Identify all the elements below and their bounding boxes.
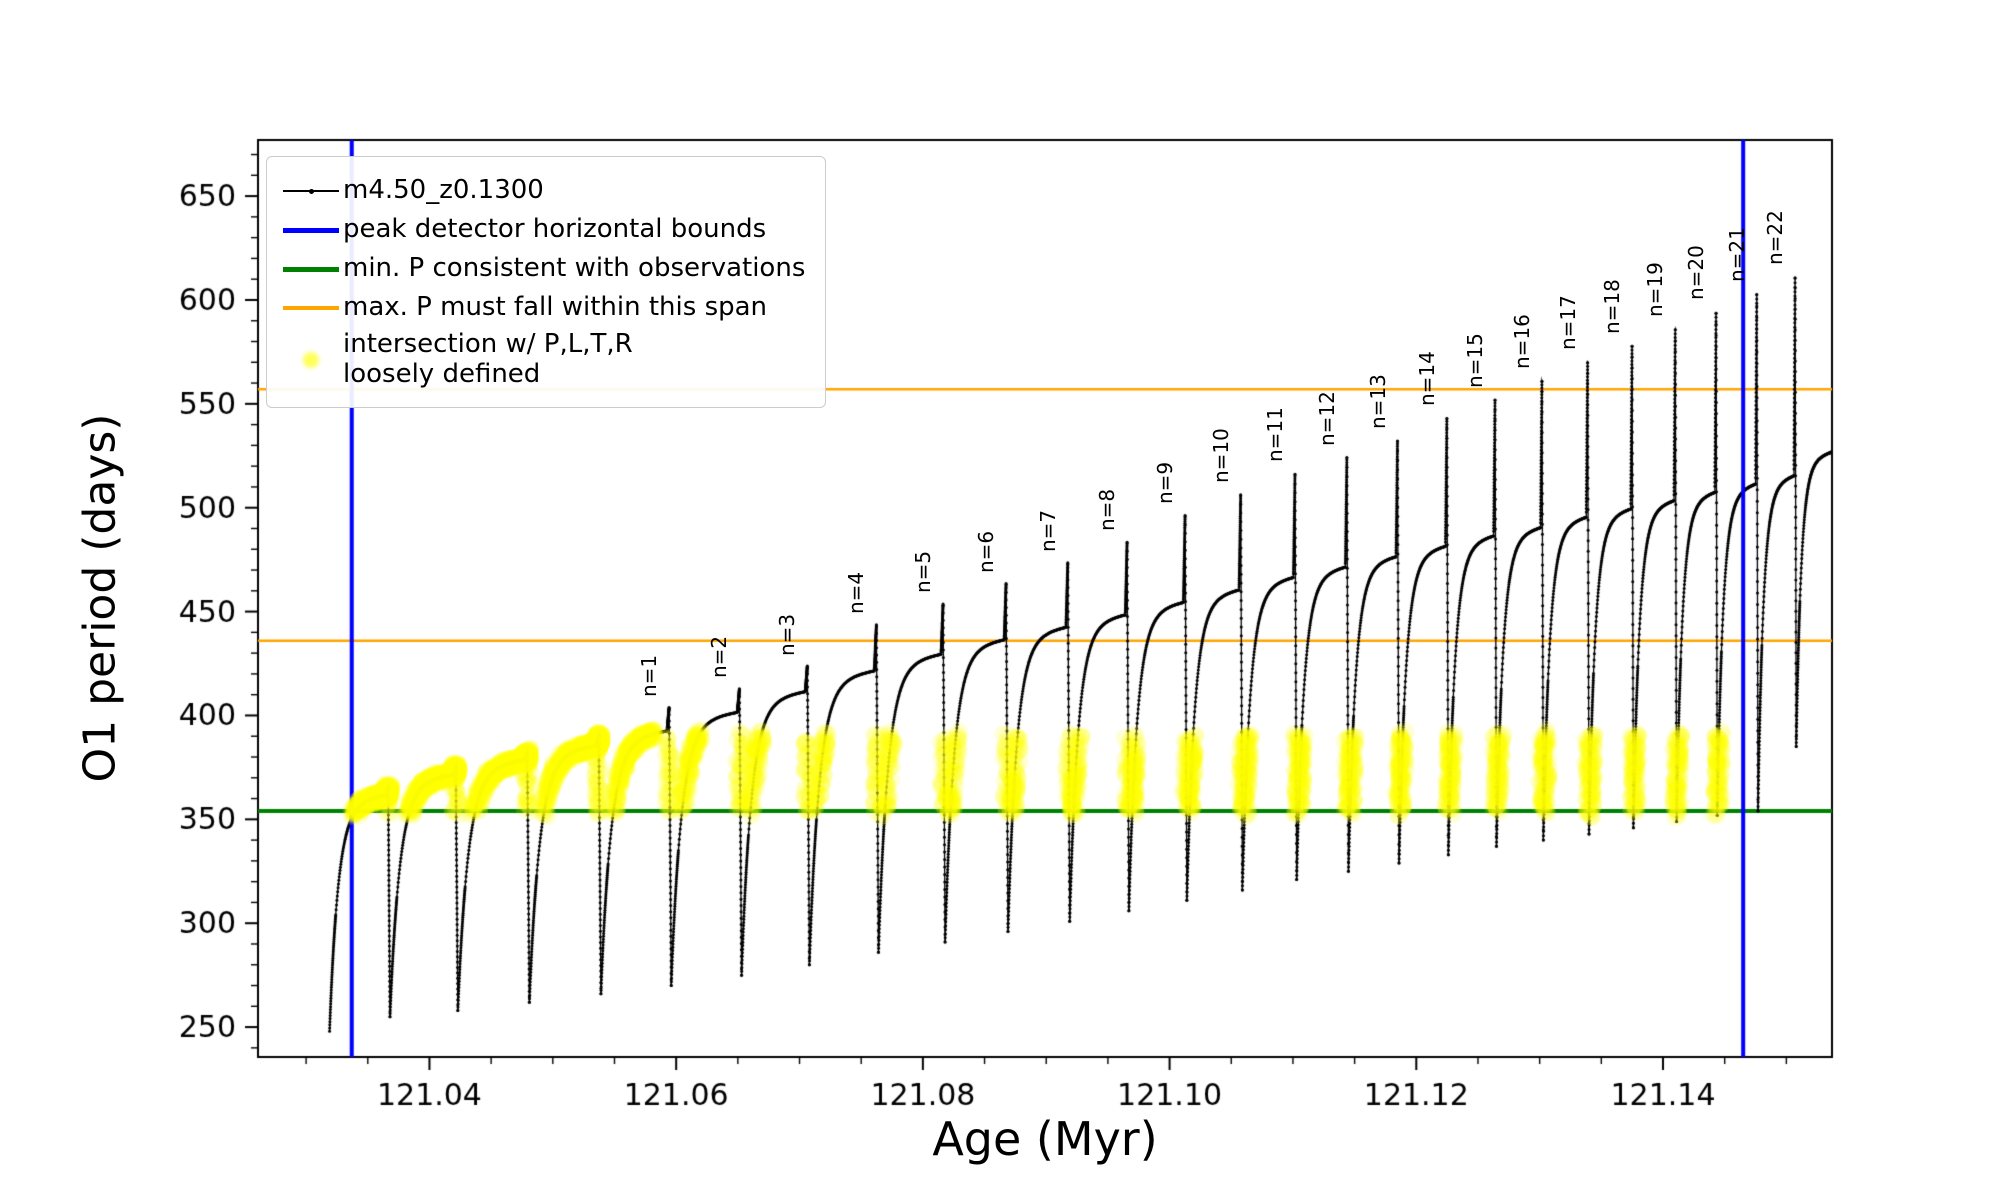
peak-label-n7: n=7	[1035, 509, 1060, 552]
x-axis-label: Age (Myr)	[932, 1112, 1158, 1166]
peak-label-n20: n=20	[1684, 245, 1709, 301]
peak-label-n14: n=14	[1414, 351, 1439, 407]
peak-label-n22: n=22	[1763, 210, 1788, 266]
legend-label-series: m4.50_z0.1300	[343, 175, 544, 206]
peak-label-n3: n=3	[775, 613, 800, 656]
peak-bounds-line-icon	[279, 213, 343, 247]
peak-label-n8: n=8	[1095, 488, 1120, 531]
peak-label-n10: n=10	[1208, 428, 1233, 484]
peak-label-n16: n=16	[1509, 314, 1534, 369]
peak-label-n19: n=19	[1643, 262, 1668, 317]
peak-label-n5: n=5	[911, 551, 936, 594]
legend-label-max-p: max. P must fall within this span	[343, 292, 768, 323]
min-p-line-icon	[279, 252, 343, 286]
legend-label-peak-bounds: peak detector horizontal bounds	[343, 214, 767, 245]
legend-row-peak-bounds: peak detector horizontal bounds	[279, 213, 805, 247]
peak-label-n4: n=4	[844, 571, 869, 615]
max-p-line-icon	[279, 291, 343, 325]
peak-label-n17: n=17	[1555, 295, 1580, 351]
peak-label-n15: n=15	[1463, 332, 1488, 388]
peak-label-n12: n=12	[1314, 390, 1339, 446]
legend-label-min-p: min. P consistent with observations	[343, 253, 806, 284]
legend-row-intersection: intersection w/ P,L,T,R loosely defined	[279, 329, 805, 390]
peak-label-n6: n=6	[974, 530, 999, 573]
legend: m4.50_z0.1300 peak detector horizontal b…	[266, 156, 827, 408]
legend-label-intersection: intersection w/ P,L,T,R loosely defined	[343, 329, 633, 389]
peak-label-n18: n=18	[1600, 278, 1625, 334]
legend-row-min-p: min. P consistent with observations	[279, 252, 805, 286]
peak-label-n11: n=11	[1263, 407, 1287, 463]
series-line-icon	[279, 174, 343, 208]
peak-label-n2: n=2	[707, 636, 732, 679]
peak-label-n21: n=21	[1724, 226, 1749, 282]
intersection-dot-icon	[279, 343, 343, 377]
legend-row-series: m4.50_z0.1300	[279, 174, 805, 208]
peak-label-n1: n=1	[637, 654, 662, 698]
y-axis-label: O1 period (days)	[74, 413, 126, 783]
peak-label-n13: n=13	[1365, 374, 1390, 430]
legend-row-max-p: max. P must fall within this span	[279, 291, 805, 325]
peak-label-n9: n=9	[1153, 461, 1178, 504]
